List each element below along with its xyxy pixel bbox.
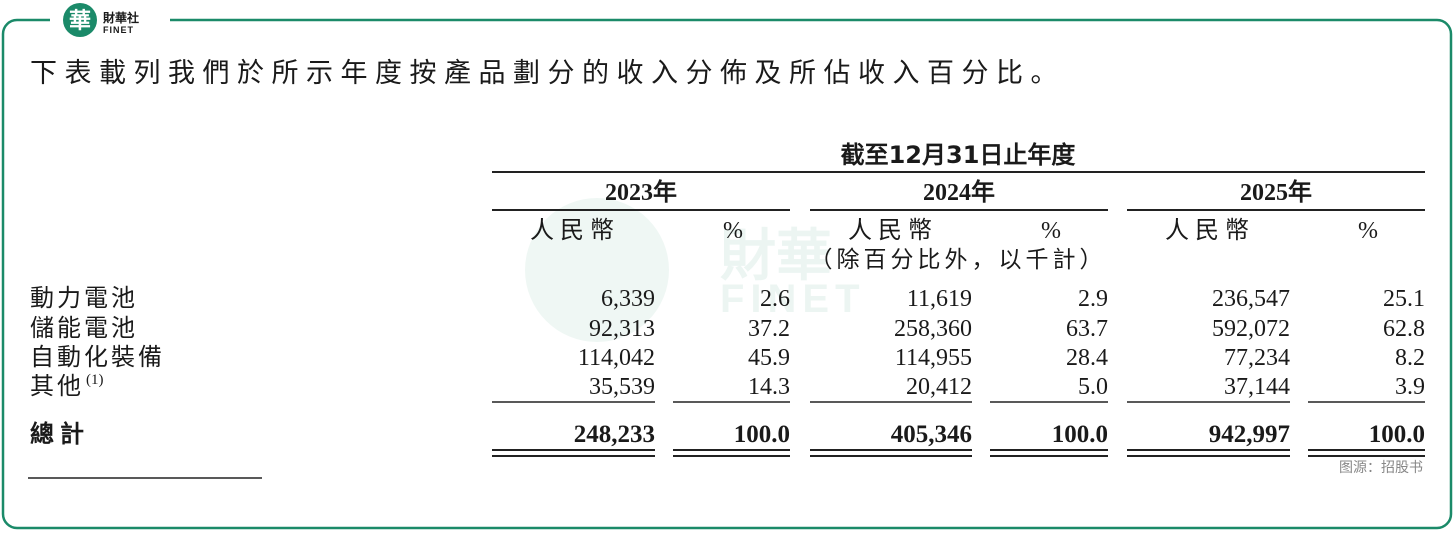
row-label: 自動化裝備 — [30, 343, 165, 371]
cell: 114,042 — [578, 345, 655, 371]
cell: 11,619 — [907, 286, 972, 312]
year-header: 2025年 — [1240, 178, 1312, 206]
total-cell: 100.0 — [1052, 421, 1108, 448]
watermark-badge — [525, 198, 669, 342]
year-header: 2024年 — [923, 178, 995, 206]
currency-header: 人民幣 — [530, 216, 620, 244]
cell: 14.3 — [748, 374, 790, 400]
cell: 35,539 — [589, 374, 655, 400]
unit-note: （除百分比外，以千計） — [810, 247, 1107, 273]
logo-badge — [63, 3, 97, 37]
logo-name: 財華社 — [102, 10, 139, 25]
cell: 77,234 — [1224, 345, 1290, 371]
total-cell: 942,997 — [1209, 421, 1290, 448]
total-cell: 405,346 — [891, 421, 972, 448]
row-note: (1) — [86, 372, 104, 388]
cell: 8.2 — [1395, 345, 1425, 371]
cell: 25.1 — [1383, 286, 1425, 312]
cell: 2.6 — [760, 286, 790, 312]
cell: 92,313 — [589, 316, 655, 342]
logo-mark: 華 — [69, 9, 91, 34]
logo-brand: FINET — [103, 25, 134, 35]
year-header: 2023年 — [605, 178, 677, 206]
currency-header: 人民幣 — [848, 216, 938, 244]
cell: 62.8 — [1383, 316, 1425, 342]
source: 图源：招股书 — [1339, 460, 1423, 476]
cell: 5.0 — [1078, 374, 1108, 400]
watermark-brand: FINET — [720, 277, 866, 321]
row-label: 儲能電池 — [30, 314, 138, 342]
cell: 3.9 — [1395, 374, 1425, 400]
cell: 37.2 — [748, 316, 790, 342]
total-cell: 100.0 — [1369, 421, 1425, 448]
period-header: 截至12月31日止年度 — [841, 141, 1077, 169]
total-label: 總計 — [30, 420, 90, 448]
currency-header: 人民幣 — [1165, 216, 1255, 244]
total-cell: 248,233 — [574, 421, 655, 448]
total-cell: 100.0 — [734, 421, 790, 448]
intro: 下表載列我們於所示年度按產品劃分的收入分佈及所佔收入百分比。 — [30, 58, 1065, 89]
cell: 258,360 — [894, 316, 972, 342]
cell: 37,144 — [1224, 374, 1290, 400]
watermark-name: 財華 — [720, 224, 832, 289]
percent-header: % — [1358, 218, 1378, 244]
row-label: 動力電池 — [30, 284, 138, 312]
cell: 63.7 — [1066, 316, 1108, 342]
cell: 45.9 — [748, 345, 790, 371]
cell: 114,955 — [895, 345, 972, 371]
cell: 20,412 — [906, 374, 972, 400]
cell: 2.9 — [1078, 286, 1108, 312]
cell: 236,547 — [1212, 286, 1290, 312]
frame — [1, 18, 1453, 530]
cell: 6,339 — [601, 286, 655, 312]
cell: 28.4 — [1066, 345, 1108, 371]
row-label: 其他 — [30, 372, 84, 400]
cell: 592,072 — [1212, 316, 1290, 342]
percent-header: % — [723, 218, 743, 244]
percent-header: % — [1041, 218, 1061, 244]
